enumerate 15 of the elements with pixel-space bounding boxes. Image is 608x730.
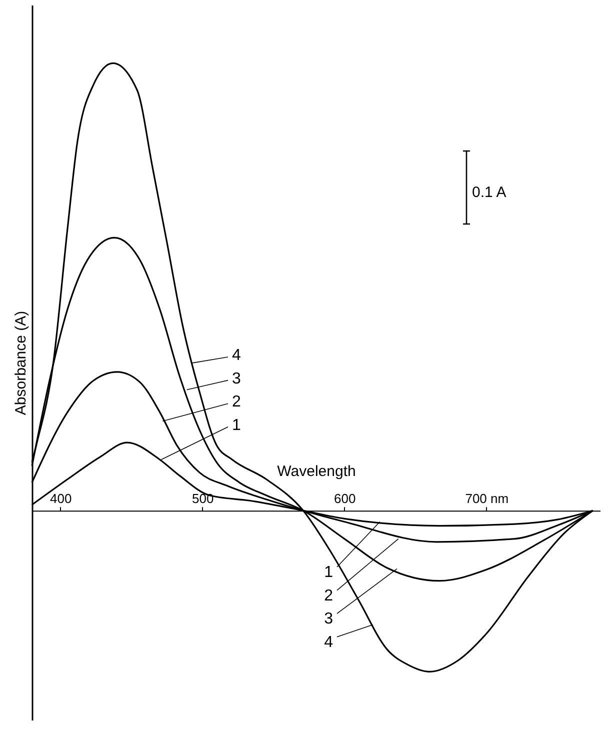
annotation: 0.1 A xyxy=(472,184,506,201)
annotation: 3 xyxy=(232,370,241,388)
x-tick-label: 500 xyxy=(192,491,214,506)
x-tick-label: 600 xyxy=(334,491,356,506)
annotation: 4 xyxy=(232,347,241,364)
annotation: 3 xyxy=(324,610,334,628)
annotation: 1 xyxy=(232,416,241,434)
annotation: 1 xyxy=(324,564,334,581)
annotation: 2 xyxy=(324,587,334,604)
x-tick-label: 700 nm xyxy=(465,491,509,506)
annotation: 2 xyxy=(232,394,241,411)
annotation: 4 xyxy=(324,634,334,651)
x-tick-label: 400 xyxy=(50,491,72,506)
x-axis-title: Wavelength xyxy=(277,463,356,480)
y-axis-title: Absorbance (A) xyxy=(12,310,30,416)
